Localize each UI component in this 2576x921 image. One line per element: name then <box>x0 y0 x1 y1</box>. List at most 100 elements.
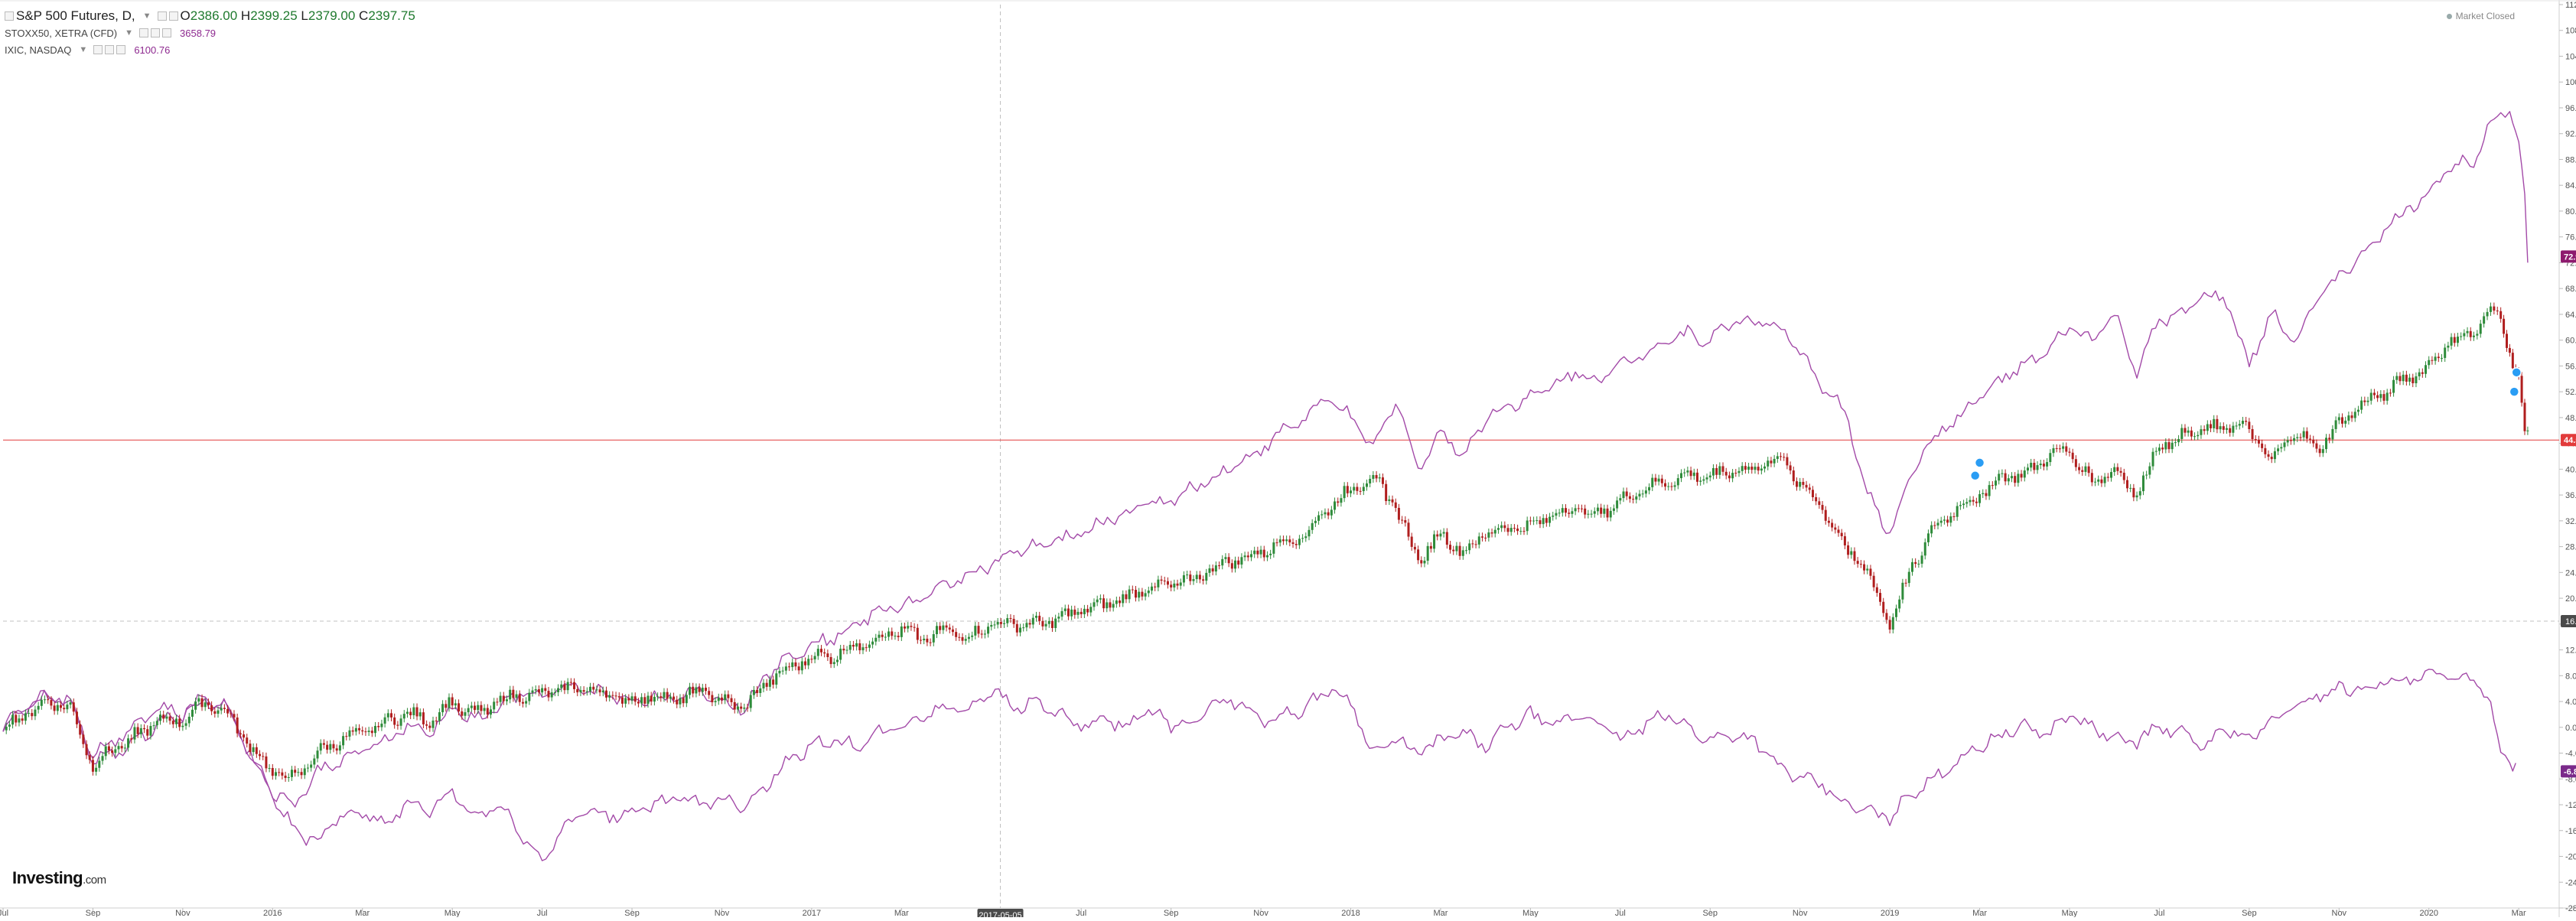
candle-body[interactable] <box>2305 431 2308 439</box>
candle-body[interactable] <box>168 716 171 721</box>
candle-body[interactable] <box>2074 459 2077 467</box>
close-icon[interactable] <box>116 45 126 54</box>
candle-body[interactable] <box>326 744 329 750</box>
candle-body[interactable] <box>1898 599 1901 609</box>
candle-body[interactable] <box>1423 560 1426 564</box>
candle-body[interactable] <box>1552 516 1555 517</box>
candle-body[interactable] <box>897 636 900 637</box>
candle-body[interactable] <box>1057 617 1060 619</box>
candle-body[interactable] <box>2071 452 2074 460</box>
candle-body[interactable] <box>656 696 659 698</box>
candle-body[interactable] <box>964 639 967 641</box>
candle-body[interactable] <box>2321 449 2324 454</box>
candle-body[interactable] <box>1246 555 1249 558</box>
candle-body[interactable] <box>1445 532 1448 545</box>
candle-body[interactable] <box>871 641 874 645</box>
candle-body[interactable] <box>659 696 663 698</box>
candle-body[interactable] <box>101 756 104 761</box>
candle-body[interactable] <box>2213 418 2216 428</box>
candle-body[interactable] <box>143 727 146 730</box>
candle-body[interactable] <box>1638 493 1641 496</box>
candle-body[interactable] <box>1792 470 1795 482</box>
candle-body[interactable] <box>1863 564 1866 571</box>
candle-body[interactable] <box>835 659 839 662</box>
candle-body[interactable] <box>1802 481 1805 485</box>
candle-body[interactable] <box>2257 439 2260 444</box>
candle-body[interactable] <box>604 690 607 698</box>
candle-body[interactable] <box>1047 620 1050 624</box>
candle-body[interactable] <box>133 727 136 740</box>
candle-body[interactable] <box>778 671 781 674</box>
candle-body[interactable] <box>1455 545 1458 552</box>
candle-body[interactable] <box>2151 451 2154 467</box>
candle-body[interactable] <box>2055 447 2058 449</box>
candle-body[interactable] <box>284 775 287 778</box>
candle-body[interactable] <box>2437 356 2440 359</box>
candle-body[interactable] <box>389 713 392 718</box>
candle-body[interactable] <box>813 656 816 660</box>
candle-body[interactable] <box>1695 472 1698 482</box>
candle-body[interactable] <box>1275 542 1278 544</box>
candle-body[interactable] <box>1757 467 1760 471</box>
candle-body[interactable] <box>685 695 688 704</box>
candle-body[interactable] <box>2216 418 2219 430</box>
candle-body[interactable] <box>396 724 399 726</box>
candle-body[interactable] <box>171 721 174 724</box>
candle-body[interactable] <box>464 712 467 716</box>
candle-body[interactable] <box>2425 365 2428 374</box>
candle-body[interactable] <box>1837 529 1840 533</box>
candle-body[interactable] <box>563 684 566 691</box>
candle-body[interactable] <box>2508 347 2511 353</box>
candle-body[interactable] <box>679 698 682 705</box>
candle-body[interactable] <box>178 718 181 727</box>
candle-body[interactable] <box>714 701 717 703</box>
candle-body[interactable] <box>505 699 508 701</box>
candle-body[interactable] <box>733 701 736 710</box>
candle-body[interactable] <box>1089 607 1093 613</box>
candle-body[interactable] <box>1741 466 1744 471</box>
candle-body[interactable] <box>1138 591 1141 598</box>
candle-body[interactable] <box>123 747 126 749</box>
candle-body[interactable] <box>2200 429 2203 435</box>
candle-body[interactable] <box>1208 568 1211 573</box>
candle-body[interactable] <box>1034 615 1037 618</box>
candle-body[interactable] <box>2483 316 2486 324</box>
candle-body[interactable] <box>2450 337 2453 346</box>
candle-body[interactable] <box>1378 477 1381 479</box>
candle-body[interactable] <box>1083 608 1086 614</box>
candle-body[interactable] <box>486 708 489 715</box>
candle-body[interactable] <box>663 692 666 698</box>
candle-body[interactable] <box>1205 572 1208 581</box>
candle-body[interactable] <box>461 711 464 716</box>
candle-body[interactable] <box>187 716 191 724</box>
candle-body[interactable] <box>961 636 964 641</box>
candle-body[interactable] <box>1612 508 1615 511</box>
candle-body[interactable] <box>2190 430 2193 437</box>
candle-body[interactable] <box>967 636 970 639</box>
candle-body[interactable] <box>66 705 69 710</box>
candle-body[interactable] <box>47 699 50 701</box>
candle-body[interactable] <box>425 724 428 726</box>
candle-body[interactable] <box>300 772 303 776</box>
candle-body[interactable] <box>1600 507 1603 514</box>
candle-body[interactable] <box>1474 544 1477 545</box>
candle-body[interactable] <box>409 711 412 716</box>
candle-body[interactable] <box>2184 428 2187 433</box>
candle-body[interactable] <box>1914 561 1917 565</box>
candle-body[interactable] <box>797 666 800 671</box>
candle-body[interactable] <box>1885 613 1888 620</box>
candle-body[interactable] <box>338 745 341 751</box>
candle-body[interactable] <box>525 701 528 704</box>
candle-body[interactable] <box>1179 582 1182 586</box>
candle-body[interactable] <box>620 697 624 704</box>
candle-body[interactable] <box>1891 617 1894 630</box>
candle-body[interactable] <box>916 627 919 640</box>
candle-body[interactable] <box>987 626 990 634</box>
candle-body[interactable] <box>1227 557 1230 564</box>
candle-body[interactable] <box>1067 608 1070 617</box>
candle-body[interactable] <box>1365 483 1368 487</box>
candle-body[interactable] <box>1259 549 1262 555</box>
candle-body[interactable] <box>926 638 929 643</box>
candle-body[interactable] <box>1214 565 1217 572</box>
candle-body[interactable] <box>1050 620 1054 628</box>
